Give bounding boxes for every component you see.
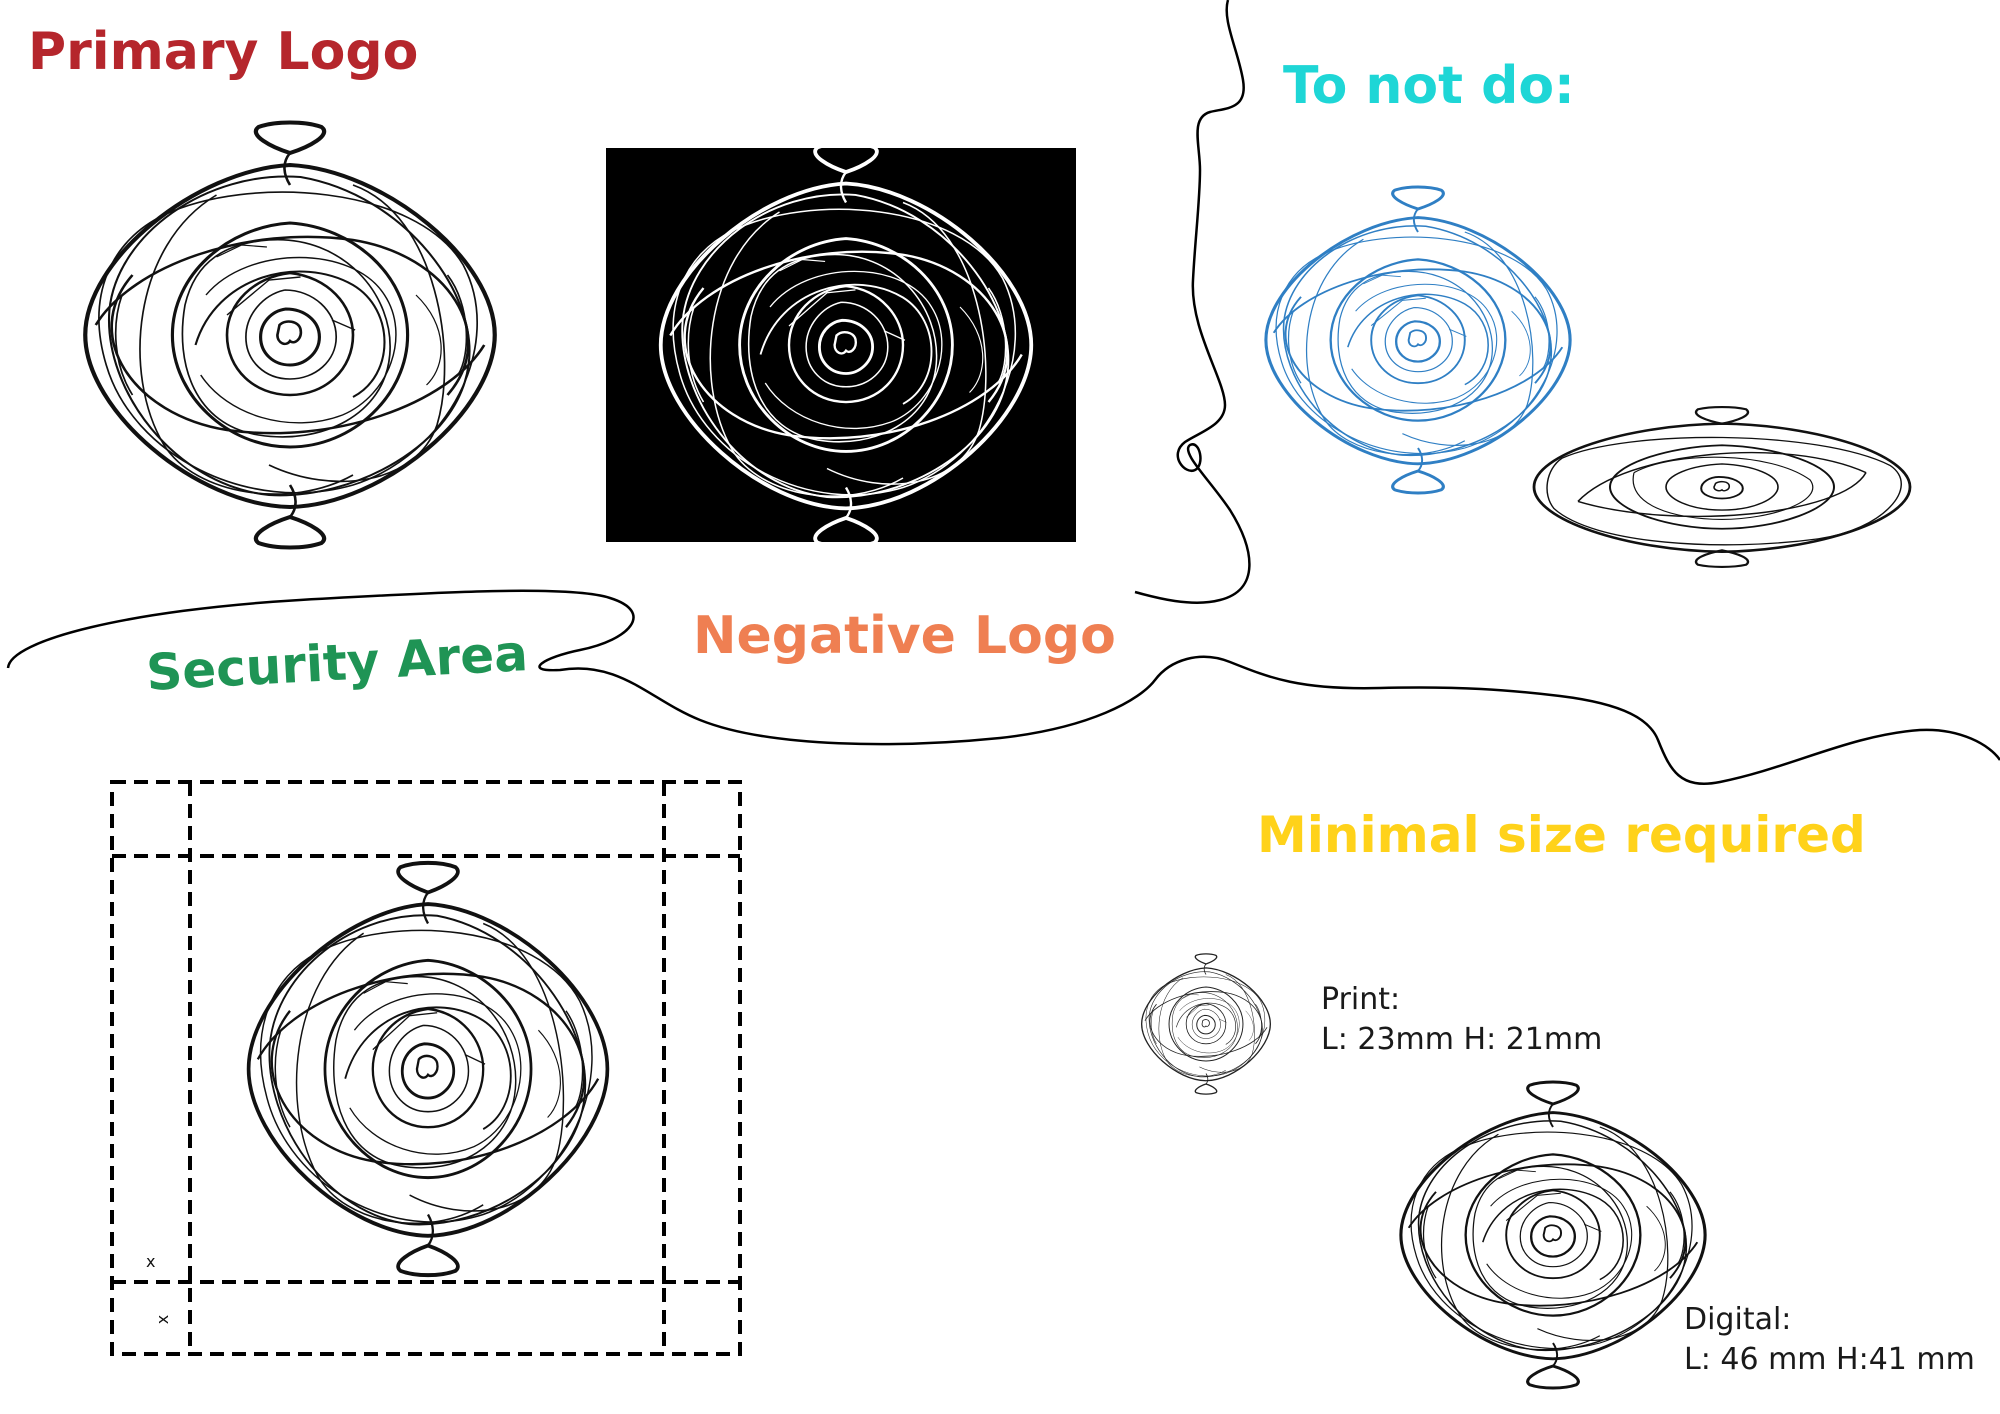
digital-size-label: Digital: <box>1684 1302 1792 1337</box>
print-size-dimensions: L: 23mm H: 21mm <box>1321 1022 1603 1057</box>
print-size-label: Print: <box>1321 982 1401 1017</box>
not-do-title: To not do: <box>1283 56 1575 116</box>
digital-size-logo-mark <box>1399 1080 1707 1390</box>
negative-logo-title: Negative Logo <box>693 606 1116 666</box>
security-area-logo-mark <box>246 860 610 1278</box>
primary-logo-mark <box>85 123 495 548</box>
digital-size-caption: Digital: L: 46 mm H:41 mm <box>1684 1300 1975 1380</box>
security-area-grid <box>110 780 742 1356</box>
security-area-marker-side: x <box>153 1314 173 1325</box>
print-size-logo-mark <box>1140 953 1272 1095</box>
divider-curve-vertical <box>1134 0 1251 604</box>
security-area-marker-top: x <box>146 1252 156 1271</box>
print-size-caption: Print: L: 23mm H: 21mm <box>1321 980 1602 1060</box>
stretched-logo-example <box>1532 405 1912 569</box>
primary-logo-title: Primary Logo <box>28 22 419 82</box>
minimal-size-title: Minimal size required <box>1257 806 1866 864</box>
divider-curve-horizontal <box>6 589 2000 785</box>
wrong-color-logo-example <box>1264 185 1572 495</box>
digital-size-dimensions: L: 46 mm H:41 mm <box>1684 1342 1975 1377</box>
